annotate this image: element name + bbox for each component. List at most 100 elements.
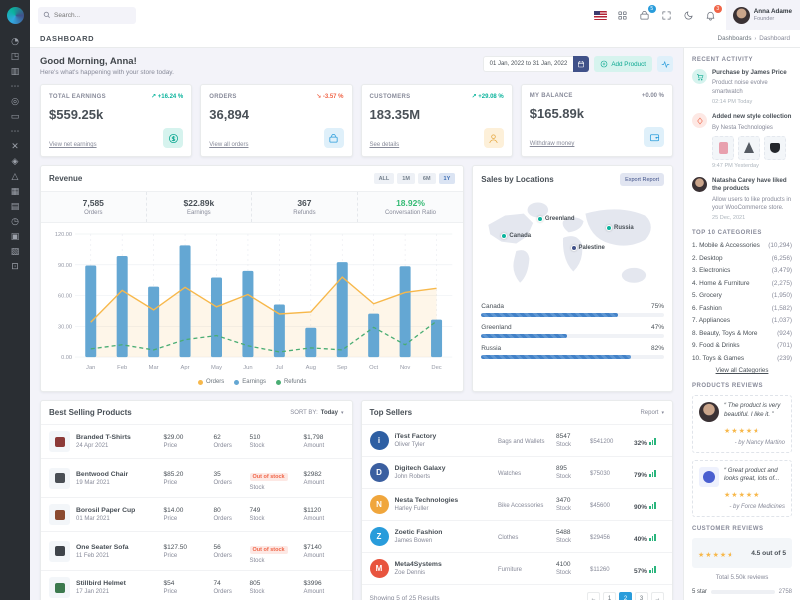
page-next-button[interactable]: → xyxy=(651,592,664,600)
invoices-icon[interactable]: ▭ xyxy=(10,111,20,122)
icon-sidebar: ◔ ◳ ▥ ⋯ ◎ ▭ ⋯ ✕ ◈ △ ▦ ▤ ◷ ▣ ▧ ⊡ xyxy=(0,0,30,600)
category-row: 3. Electronics (3,479) xyxy=(692,267,792,274)
revenue-card: Revenue ALL 1M 6M 1Y 7,585 Orders $22.89k Earn… xyxy=(40,165,465,393)
map-marker-canada: Canada xyxy=(501,232,531,239)
page-prev-button[interactable]: ← xyxy=(587,592,600,600)
pages-icon[interactable]: ⋯ xyxy=(10,81,20,92)
product-stock-cell: 805 Stock xyxy=(250,580,298,595)
stat-link[interactable]: Withdraw money xyxy=(529,141,575,147)
product-price-label: Price xyxy=(163,443,178,450)
location-progress-fill xyxy=(481,355,632,360)
layouts-icon[interactable]: ▥ xyxy=(10,66,20,77)
range-button-6m[interactable]: 6M xyxy=(417,173,436,184)
revenue-stat-label: Conversation Ratio xyxy=(384,210,436,216)
forms-icon[interactable]: ▤ xyxy=(10,201,20,212)
page-button-3[interactable]: 3 xyxy=(635,592,648,600)
language-flag-button[interactable] xyxy=(594,8,608,22)
app-logo[interactable] xyxy=(6,7,24,24)
product-price-value: $127.50 xyxy=(163,543,188,551)
revenue-stat-value: 18.92% xyxy=(396,198,425,208)
revenue-range-buttons: ALL 1M 6M 1Y xyxy=(373,173,456,184)
seller-person: John Roberts xyxy=(394,474,431,481)
seller-amount: $541200 xyxy=(590,438,614,445)
multilevel-icon[interactable]: ⊡ xyxy=(11,261,19,272)
user-menu[interactable]: Anna Adame Founder xyxy=(725,0,800,30)
svg-text:30.00: 30.00 xyxy=(58,324,72,330)
location-row-greenland: Greenland 47% xyxy=(481,324,664,339)
category-name: 6. Fashion xyxy=(692,304,722,312)
components-icon[interactable]: ✕ xyxy=(11,141,19,152)
sort-by-label: SORT BY: xyxy=(290,409,318,416)
authentication-icon[interactable]: ◎ xyxy=(11,96,19,107)
maps-icon[interactable]: ▧ xyxy=(10,246,20,257)
range-button-1y[interactable]: 1Y xyxy=(438,173,456,184)
activity-pulse-button[interactable] xyxy=(657,56,673,72)
range-button-all[interactable]: ALL xyxy=(373,173,395,184)
seller-stock-label: Stock xyxy=(556,474,572,481)
chevron-down-icon: ▾ xyxy=(661,409,664,416)
product-thumbnail xyxy=(49,504,70,526)
breadcrumb-parent[interactable]: Dashboards xyxy=(717,35,752,42)
category-count: (924) xyxy=(777,329,792,337)
product-orders-cell: 74 Orders xyxy=(214,580,244,595)
tables-icon[interactable]: ▣ xyxy=(10,231,20,242)
product-orders-cell: 56 Orders xyxy=(214,544,244,559)
legend-item-earnings: Earnings xyxy=(234,379,266,385)
revenue-stat-value: $22.89k xyxy=(183,198,215,208)
revenue-stat-conversation-ratio: 18.92% Conversation Ratio xyxy=(358,192,464,222)
search-input[interactable] xyxy=(54,11,131,19)
widgets-icon[interactable]: ▦ xyxy=(10,186,20,197)
seller-amount: $29456 xyxy=(590,534,611,541)
apps-menu-button[interactable] xyxy=(616,8,630,22)
page-button-2[interactable]: 2 xyxy=(619,592,632,600)
category-name: 3. Electronics xyxy=(692,267,731,275)
timeline-icon[interactable]: ◷ xyxy=(11,216,19,227)
sort-by-dropdown[interactable]: SORT BY: Today ▾ xyxy=(290,410,343,416)
export-report-button[interactable]: Export Report xyxy=(620,173,664,186)
product-amount-label: Amount xyxy=(303,443,325,450)
svg-text:Oct: Oct xyxy=(369,365,378,371)
more-icon[interactable]: ⋯ xyxy=(10,126,20,137)
stat-link[interactable]: View all orders xyxy=(209,142,249,148)
category-row: 4. Home & Furniture (2,275) xyxy=(692,280,792,287)
seller-percent-cell: 90% xyxy=(634,496,664,514)
map-marker-greenland: Greenland xyxy=(536,216,575,223)
global-search[interactable] xyxy=(38,6,136,24)
star-icon: ★ xyxy=(705,551,713,560)
add-product-button[interactable]: Add Product xyxy=(594,56,652,72)
base-ui-icon[interactable]: ◈ xyxy=(11,156,19,167)
apps-icon[interactable]: ◳ xyxy=(10,51,20,62)
range-button-1m[interactable]: 1M xyxy=(397,173,415,184)
advance-ui-icon[interactable]: △ xyxy=(11,171,19,182)
seller-stock-label: Stock xyxy=(556,506,572,513)
product-row: Bentwood Chair 19 Mar 2021 $85.20 Price 35 Or… xyxy=(41,458,352,497)
calendar-button[interactable] xyxy=(573,56,590,72)
shopping-bag-icon xyxy=(640,10,649,20)
category-row: 7. Appliances (1,037) xyxy=(692,317,792,324)
star-rating: ★★★★★ xyxy=(724,427,760,435)
stat-link[interactable]: See details xyxy=(369,142,400,148)
dark-mode-button[interactable] xyxy=(682,8,696,22)
bar-chart-icon xyxy=(649,469,656,477)
chevron-down-icon: ▾ xyxy=(340,409,344,416)
fullscreen-button[interactable] xyxy=(660,8,674,22)
location-name: Canada xyxy=(481,303,505,311)
activity-item: Purchase by James Price Product noise evo… xyxy=(692,69,792,105)
content-area: Good Morning, Anna! Here's what's happen… xyxy=(30,48,800,600)
page-button-1[interactable]: 1 xyxy=(603,592,616,600)
product-amount-value: $1,798 xyxy=(303,434,324,442)
stat-trend: ↗ +16.24 % xyxy=(151,94,184,100)
date-range-input[interactable]: 01 Jan, 2022 to 31 Jan, 2022 xyxy=(482,56,574,72)
report-dropdown[interactable]: Report ▾ xyxy=(640,410,664,416)
seller-stock-value: 3470 xyxy=(556,497,571,505)
notifications-button[interactable]: 3 xyxy=(704,5,722,22)
dashboards-icon[interactable]: ◔ xyxy=(11,36,19,47)
product-thumbnail xyxy=(49,431,70,453)
stat-link[interactable]: View net earnings xyxy=(49,142,97,148)
legend-dot xyxy=(275,379,281,385)
location-percent: 82% xyxy=(650,345,664,353)
view-all-categories-link[interactable]: View all Categories xyxy=(715,367,769,375)
product-amount-cell: $3996 Amount xyxy=(304,580,344,595)
cart-button[interactable]: 5 xyxy=(638,5,656,22)
seller-stock-cell: 8547 Stock xyxy=(556,433,584,448)
